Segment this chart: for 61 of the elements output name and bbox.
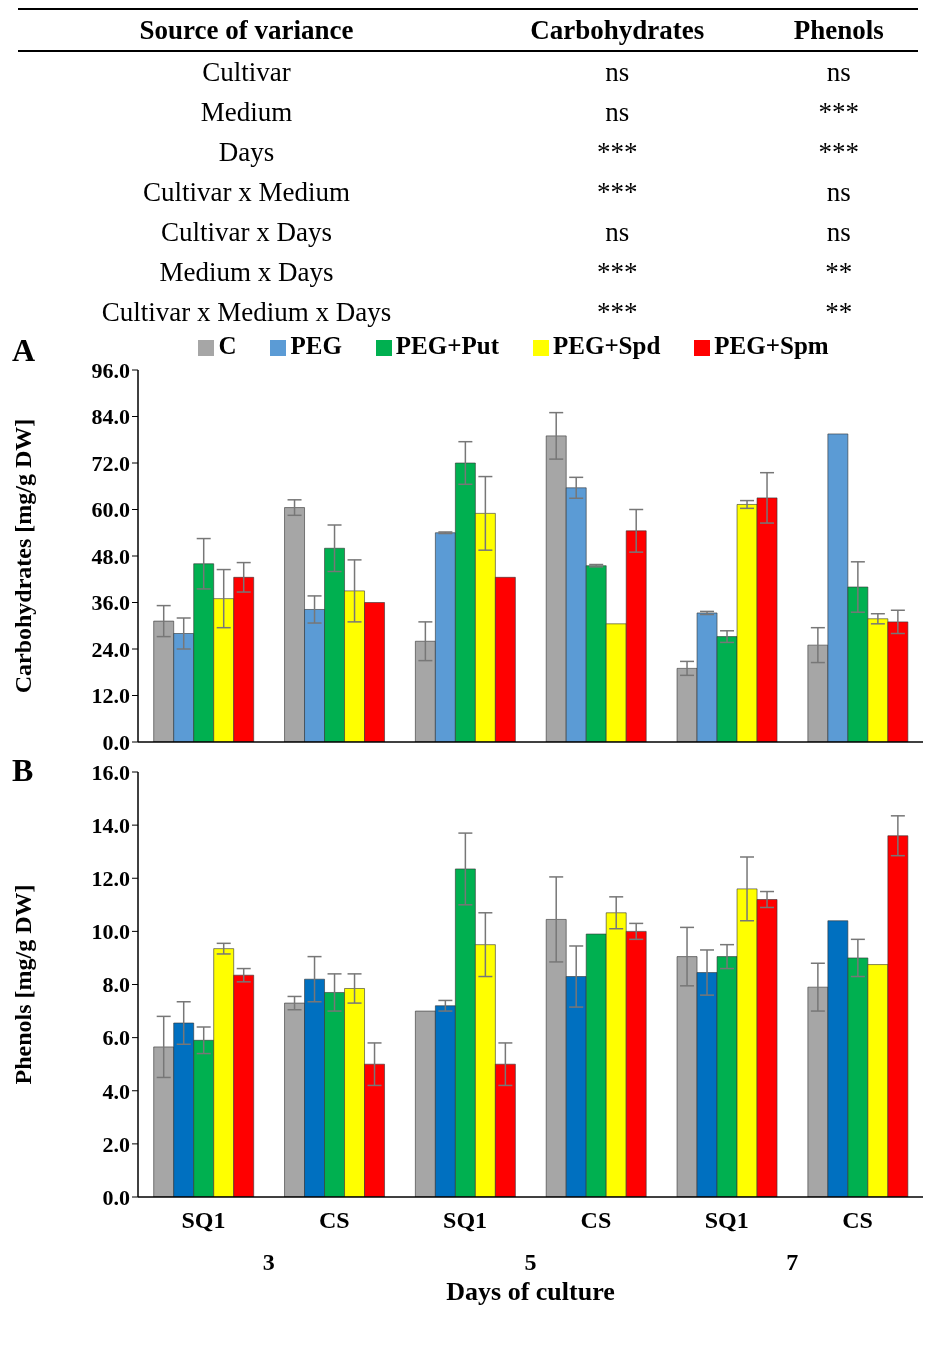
y-tick-label: 6.0 (102, 1025, 130, 1051)
category-label: Medium (200, 97, 293, 127)
legend-label: PEG+Spd (552, 332, 661, 359)
y-tick-label: 36.0 (91, 590, 130, 616)
category-label: Cultivar x Medium x Days (101, 297, 392, 327)
text: *** (818, 137, 859, 167)
y-tick-label: 16.0 (91, 759, 130, 785)
text: ns (605, 97, 630, 127)
text: ns (605, 217, 630, 247)
legend-label: PEG+Put (395, 332, 499, 359)
text: *** (596, 297, 638, 327)
y-tick-label: 24.0 (91, 636, 130, 662)
x-tick-label: SQ1 (443, 1207, 488, 1234)
text: *** (596, 137, 638, 167)
y-tick-label: 60.0 (91, 497, 130, 523)
y-tick-label: 4.0 (102, 1078, 130, 1104)
text: ** (825, 297, 853, 327)
category-label: Days (218, 137, 275, 167)
y-tick-label: 12.0 (91, 866, 130, 892)
y-tick-label: 0.0 (102, 1184, 130, 1210)
text: ** (825, 257, 853, 287)
category-label: Source of variance (138, 14, 355, 47)
y-axis-title: Phenols [mg/g DW] (9, 884, 36, 1085)
y-tick-label: 2.0 (102, 1131, 130, 1157)
x-tick-label: SQ1 (181, 1207, 226, 1234)
legend-label: PEG (290, 332, 342, 359)
text: *** (818, 97, 859, 127)
y-tick-label: 72.0 (91, 450, 130, 476)
text: 7 (785, 1249, 800, 1276)
category-label: Phenols (792, 14, 885, 47)
y-tick-label: 10.0 (91, 919, 130, 945)
legend-label: PEG+Spm (714, 332, 829, 359)
chart-title: A (12, 332, 36, 369)
chart-title: B (12, 752, 34, 789)
y-tick-label: 0.0 (102, 729, 130, 755)
text: *** (596, 177, 638, 207)
y-tick-label: 14.0 (91, 812, 130, 838)
text: *** (596, 257, 638, 287)
y-tick-label: 12.0 (91, 683, 130, 709)
x-tick-label: SQ1 (704, 1207, 749, 1234)
category-label: Cultivar x Days (161, 217, 333, 247)
text: ns (826, 177, 851, 207)
y-tick-label: 8.0 (102, 972, 130, 998)
y-tick-label: 84.0 (91, 404, 130, 430)
legend-label: C (218, 332, 237, 359)
category-label: Medium x Days (159, 257, 334, 287)
y-tick-label: 96.0 (91, 357, 130, 383)
category-label: Carbohydrates (529, 14, 706, 47)
text: ns (826, 57, 851, 87)
text: 3 (261, 1249, 276, 1276)
category-label: Cultivar x Medium (143, 177, 351, 207)
x-tick-label: CS (318, 1207, 350, 1234)
text: ns (605, 57, 630, 87)
y-axis-title: Carbohydrates [mg/g DW] (9, 418, 36, 694)
category-label: Cultivar (202, 57, 291, 87)
x-tick-label: CS (580, 1207, 612, 1234)
x-tick-label: CS (842, 1207, 873, 1234)
text: ns (826, 217, 851, 247)
text: 5 (523, 1249, 538, 1276)
x-axis-title: Days of culture (445, 1276, 616, 1308)
y-tick-label: 48.0 (91, 543, 130, 569)
